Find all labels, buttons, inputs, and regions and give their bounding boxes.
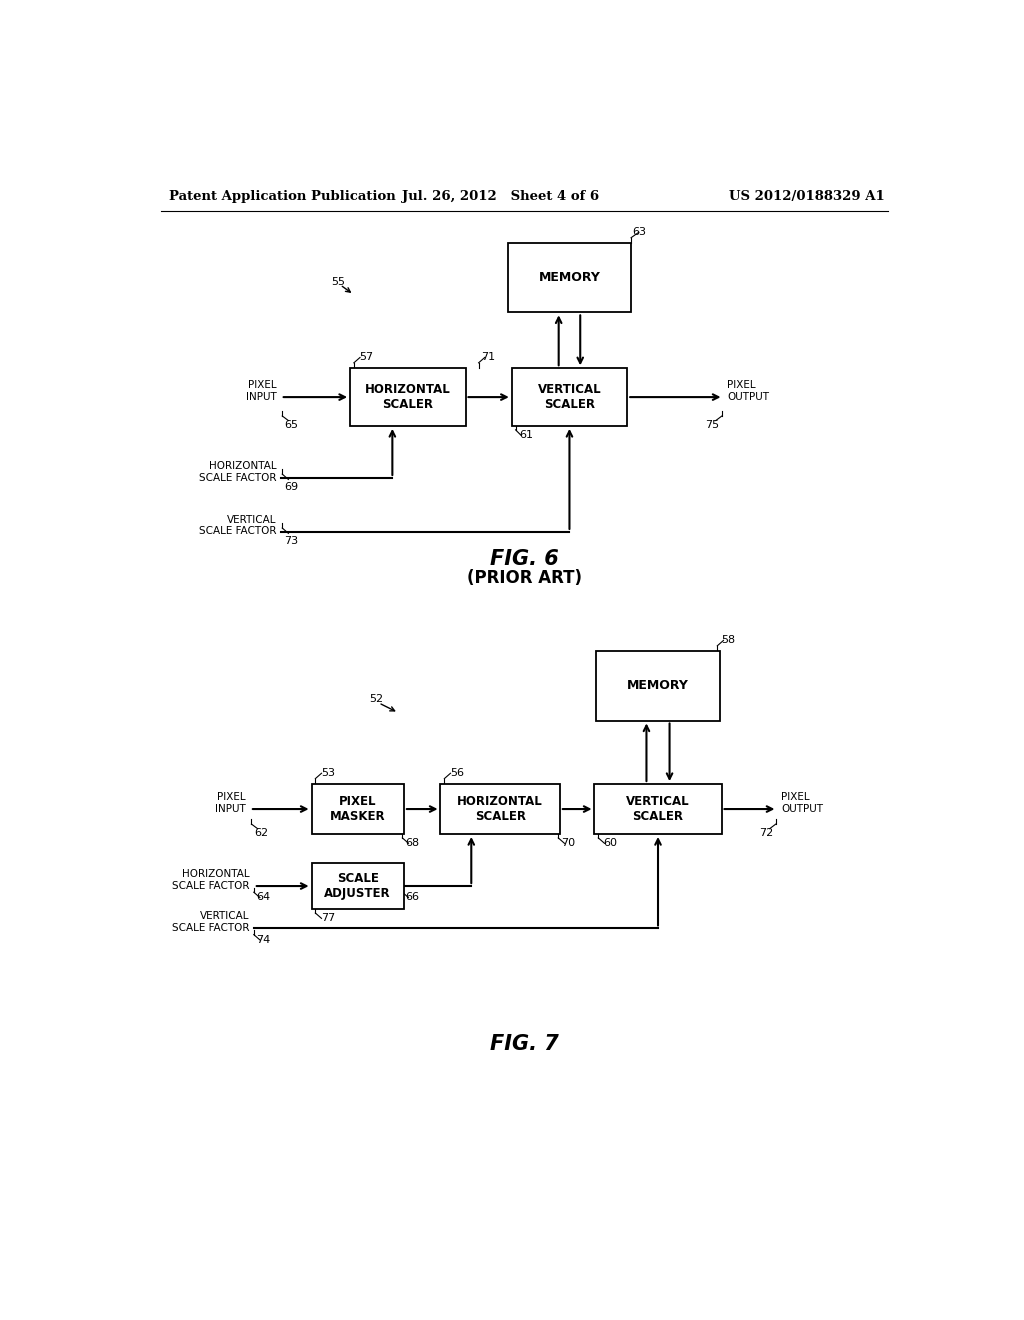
Text: PIXEL
OUTPUT: PIXEL OUTPUT — [781, 792, 823, 813]
Text: US 2012/0188329 A1: US 2012/0188329 A1 — [729, 190, 885, 203]
Text: 57: 57 — [359, 352, 374, 363]
Text: FIG. 7: FIG. 7 — [490, 1034, 559, 1053]
Text: 56: 56 — [450, 768, 464, 779]
Text: Patent Application Publication: Patent Application Publication — [169, 190, 396, 203]
Bar — [311, 863, 403, 909]
Text: 66: 66 — [406, 892, 420, 902]
Bar — [440, 784, 560, 834]
Text: VERTICAL
SCALER: VERTICAL SCALER — [538, 383, 601, 411]
Text: MEMORY: MEMORY — [539, 271, 600, 284]
Bar — [595, 784, 722, 834]
Text: SCALE
ADJUSTER: SCALE ADJUSTER — [325, 873, 391, 900]
Text: 71: 71 — [481, 352, 495, 363]
Text: 68: 68 — [406, 838, 420, 847]
Bar — [350, 368, 466, 426]
Text: PIXEL
OUTPUT: PIXEL OUTPUT — [727, 380, 769, 401]
Text: PIXEL
INPUT: PIXEL INPUT — [215, 792, 246, 813]
Bar — [311, 784, 403, 834]
Text: 52: 52 — [370, 694, 383, 704]
Text: 70: 70 — [561, 838, 575, 847]
Text: 53: 53 — [321, 768, 335, 779]
Text: (PRIOR ART): (PRIOR ART) — [467, 569, 583, 587]
Text: 55: 55 — [331, 277, 345, 286]
Text: PIXEL
MASKER: PIXEL MASKER — [330, 795, 385, 824]
Text: VERTICAL
SCALE FACTOR: VERTICAL SCALE FACTOR — [172, 911, 250, 933]
Text: HORIZONTAL
SCALER: HORIZONTAL SCALER — [458, 795, 543, 824]
Text: 58: 58 — [721, 635, 735, 645]
Text: PIXEL
INPUT: PIXEL INPUT — [246, 380, 276, 401]
Text: 60: 60 — [604, 838, 617, 847]
Text: FIG. 6: FIG. 6 — [490, 549, 559, 569]
Text: 75: 75 — [706, 420, 720, 430]
Text: 62: 62 — [254, 828, 268, 838]
Text: 69: 69 — [285, 482, 299, 492]
Text: 72: 72 — [759, 828, 773, 838]
Text: HORIZONTAL
SCALE FACTOR: HORIZONTAL SCALE FACTOR — [200, 461, 276, 483]
Text: HORIZONTAL
SCALER: HORIZONTAL SCALER — [365, 383, 451, 411]
Text: HORIZONTAL
SCALE FACTOR: HORIZONTAL SCALE FACTOR — [172, 869, 250, 891]
Text: MEMORY: MEMORY — [627, 680, 689, 693]
Bar — [596, 651, 720, 721]
Text: 63: 63 — [633, 227, 646, 238]
Bar — [512, 368, 628, 426]
Bar — [508, 243, 631, 313]
Text: Jul. 26, 2012   Sheet 4 of 6: Jul. 26, 2012 Sheet 4 of 6 — [401, 190, 599, 203]
Text: 65: 65 — [285, 420, 299, 430]
Text: 64: 64 — [256, 892, 270, 902]
Text: VERTICAL
SCALE FACTOR: VERTICAL SCALE FACTOR — [200, 515, 276, 536]
Text: 73: 73 — [285, 536, 299, 545]
Text: 77: 77 — [321, 913, 335, 923]
Text: 74: 74 — [256, 935, 270, 945]
Text: 61: 61 — [519, 430, 534, 440]
Text: VERTICAL
SCALER: VERTICAL SCALER — [627, 795, 690, 824]
